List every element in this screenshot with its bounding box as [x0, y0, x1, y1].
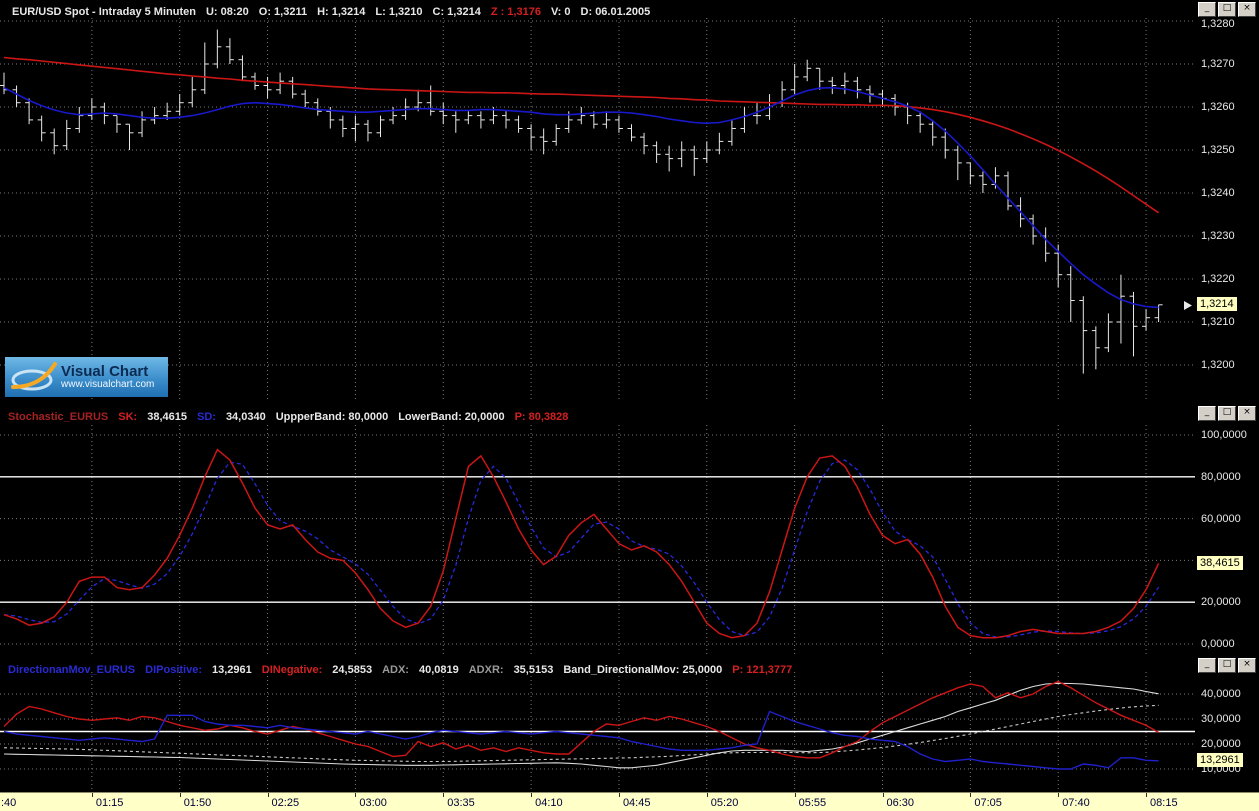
time-axis-tick [1146, 793, 1148, 797]
price-axis-label: 1,3210 [1201, 316, 1235, 328]
time-axis-tick [618, 793, 620, 797]
stoch-axis-label: 80,0000 [1201, 470, 1241, 483]
title-segment: H: 1,3214 [317, 6, 366, 18]
stoch-header-segment: LowerBand: 20,0000 [398, 411, 505, 423]
time-axis-tick [706, 793, 708, 797]
title-segment: L: 1,3210 [375, 6, 423, 18]
title-segment: EUR/USD Spot - Intraday 5 Minuten [12, 6, 196, 18]
time-axis-tick [1058, 793, 1060, 797]
visual-chart-logo: Visual Chart www.visualchart.com [5, 357, 168, 397]
time-axis-label: 04:45 [622, 797, 651, 809]
logo-title: Visual Chart [61, 362, 149, 380]
stoch-axis-label: 0,0000 [1201, 638, 1235, 650]
time-axis-label: 07:05 [974, 797, 1002, 809]
dmi-header-segment: DirectionanMov_EURUS [8, 664, 136, 676]
stoch-axis-label: 60,0000 [1201, 512, 1241, 525]
time-axis-tick [531, 793, 533, 797]
close-icon[interactable]: × [1238, 2, 1256, 17]
time-axis-tick [91, 793, 93, 797]
dmi-value-tag: 13,2961 [1197, 752, 1243, 767]
time-axis-label: 07:40 [1062, 797, 1090, 809]
stochastic-panel-window-controls: _ □ × [1198, 406, 1256, 421]
title-segment: C: 1,3214 [432, 6, 481, 18]
time-axis-label: 05:20 [710, 797, 739, 809]
time-axis-tick [443, 793, 445, 797]
title-segment: U: 08:20 [205, 6, 249, 18]
title-segment: D: 06.01.2005 [580, 6, 651, 18]
dmi-panel-window-controls: _ □ × [1198, 658, 1256, 673]
dmi-header-segment: P: 121,3777 [732, 664, 793, 676]
minimize-icon[interactable]: _ [1198, 406, 1216, 421]
last-price-tag: 1,3214 [1197, 296, 1237, 311]
time-axis-tick [882, 793, 884, 797]
time-axis-label: 06:30 [886, 797, 915, 809]
close-icon[interactable]: × [1238, 406, 1256, 421]
maximize-icon[interactable]: □ [1218, 2, 1236, 17]
stoch-header-segment: 38,4615 [147, 411, 187, 423]
dmi-header-segment: 24,5853 [332, 664, 373, 676]
stoch-header-segment: SD: [196, 411, 216, 423]
price-axis-label: 1,3250 [1201, 144, 1235, 156]
stoch-header-segment: UppperBand: 80,0000 [275, 411, 389, 423]
title-segment: Z : 1,3176 [490, 6, 541, 18]
price-axis-label: 1,3230 [1201, 230, 1235, 242]
stoch-header-segment: SK: [118, 411, 138, 423]
stoch-header-segment: 34,0340 [225, 411, 266, 423]
time-axis-tick [794, 793, 796, 797]
stoch-axis-label: 100,0000 [1201, 429, 1247, 441]
dmi-header-segment: 35,5153 [513, 664, 554, 676]
dmi-header-segment: 40,0819 [418, 664, 459, 676]
time-axis-tick [179, 793, 181, 797]
dmi-header-segment: 13,2961 [212, 664, 252, 676]
chart-title-bar: EUR/USD Spot - Intraday 5 Minuten U: 08:2… [12, 2, 660, 18]
minimize-icon[interactable]: _ [1198, 658, 1216, 673]
maximize-icon[interactable]: □ [1218, 406, 1236, 421]
stoch-header-segment: Stochastic_EURUS [8, 411, 109, 423]
time-axis: :40 01:15 01:50 02:25 03:00 03:35 04:10 04:45 05… [0, 792, 1259, 811]
time-axis-tick [355, 793, 357, 797]
price-axis-label: 1,3200 [1201, 359, 1235, 371]
time-axis-label: :40 [1, 797, 17, 809]
time-axis-label: 03:35 [447, 797, 475, 809]
time-axis-label: 03:00 [359, 797, 387, 809]
dmi-axis-label: 30,0000 [1201, 713, 1241, 725]
stochastic-value-tag: 38,4615 [1197, 555, 1243, 570]
title-segment: O: 1,3211 [258, 6, 308, 18]
dmi-header-segment: DIPositive: [145, 664, 202, 676]
price-axis-label: 1,3280 [1201, 18, 1235, 30]
price-panel-window-controls: _ □ × [1198, 2, 1256, 17]
price-axis-label: 1,3240 [1201, 187, 1235, 199]
dmi-axis-label: 20,0000 [1201, 738, 1241, 750]
stoch-axis-label: 20,0000 [1201, 596, 1241, 609]
price-axis-label: 1,3270 [1201, 58, 1235, 70]
time-axis-label: 01:15 [95, 797, 124, 809]
close-icon[interactable]: × [1238, 658, 1256, 673]
title-segment: V: 0 [550, 6, 571, 18]
time-axis-tick [267, 793, 269, 797]
dmi-axis-label: 40,0000 [1201, 688, 1241, 700]
dmi-header-segment: Band_DirectionalMov: 25,0000 [563, 664, 723, 676]
time-axis-label: 05:55 [798, 797, 827, 809]
stochastic-indicator-header: Stochastic_EURUS SK: 38,4615 SD: 34,0340 Uppp… [8, 407, 578, 423]
logo-url: www.visualchart.com [61, 378, 155, 390]
dmi-indicator-header: DirectionanMov_EURUS DIPositive: 13,2961 DI… [8, 660, 802, 676]
time-axis-label: 02:25 [271, 797, 300, 809]
price-axis-label: 1,3220 [1201, 273, 1235, 285]
stoch-header-segment: P: 80,3828 [514, 411, 569, 423]
dmi-header-segment: DINegative: [261, 664, 323, 676]
time-axis-tick [970, 793, 972, 797]
dmi-header-segment: ADXR: [468, 664, 504, 676]
visual-chart-swoosh-icon [11, 362, 57, 391]
time-axis-label: 04:10 [535, 797, 563, 809]
time-axis-label: 08:15 [1150, 797, 1178, 809]
time-axis-label: 01:50 [183, 797, 212, 809]
price-axis-label: 1,3260 [1201, 101, 1235, 113]
maximize-icon[interactable]: □ [1218, 658, 1236, 673]
minimize-icon[interactable]: _ [1198, 2, 1216, 17]
dmi-header-segment: ADX: [382, 664, 409, 676]
